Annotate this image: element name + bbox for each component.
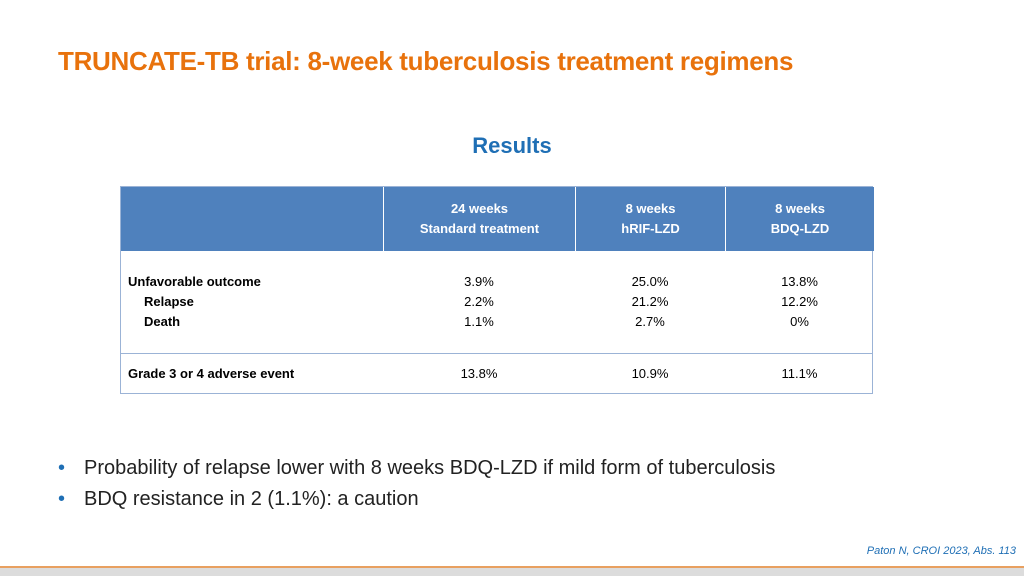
table-value: 25.0% xyxy=(631,274,669,289)
table-value: 2.7% xyxy=(635,314,665,329)
header-duration: 24 weeks xyxy=(450,201,509,216)
table-value: 13.8% xyxy=(460,366,498,381)
header-duration: 8 weeks xyxy=(625,201,676,216)
header-regimen: Standard treatment xyxy=(419,221,540,236)
footer-band xyxy=(0,566,1024,576)
row-sublabel: Death xyxy=(144,314,181,329)
title: TRUNCATE-TB trial: 8-week tuberculosis t… xyxy=(58,46,794,76)
footer-stripe xyxy=(0,566,1024,568)
subtitle: Results xyxy=(472,133,552,158)
table-value: 21.2% xyxy=(631,294,669,309)
table-value: 0% xyxy=(790,314,809,329)
row-divider xyxy=(121,353,872,354)
header-regimen: BDQ-LZD xyxy=(770,221,830,236)
results-table: 24 weeks Standard treatment 8 weeks hRIF-LZ… xyxy=(120,186,874,394)
row-label: Unfavorable outcome xyxy=(128,274,261,289)
row-label: Grade 3 or 4 adverse event xyxy=(128,366,295,381)
table-value: 2.2% xyxy=(464,294,494,309)
bullet: • Probability of relapse lower with 8 wee… xyxy=(58,457,776,479)
header-cell xyxy=(121,187,383,251)
table-value: 1.1% xyxy=(464,314,494,329)
header-duration: 8 weeks xyxy=(775,201,825,216)
table-value: 11.1% xyxy=(781,366,818,381)
bullet-text: Probability of relapse lower with 8 week… xyxy=(84,457,776,479)
header-regimen: hRIF-LZD xyxy=(621,221,680,236)
table-value: 3.9% xyxy=(464,274,494,289)
header-cell: 8 weeks hRIF-LZD xyxy=(575,187,725,251)
table-value: 12.2% xyxy=(781,294,818,309)
header-cell: 24 weeks Standard treatment xyxy=(383,187,575,251)
header-cell: 8 weeks BDQ-LZD xyxy=(725,187,874,251)
bullet: • BDQ resistance in 2 (1.1%): a caution xyxy=(58,488,419,510)
citation: Paton N, CROI 2023, Abs. 113 xyxy=(866,545,1016,557)
table-value: 13.8% xyxy=(781,274,818,289)
bullet-text: BDQ resistance in 2 (1.1%): a caution xyxy=(84,488,419,510)
row-sublabel: Relapse xyxy=(144,294,194,309)
table-value: 10.9% xyxy=(631,366,669,381)
